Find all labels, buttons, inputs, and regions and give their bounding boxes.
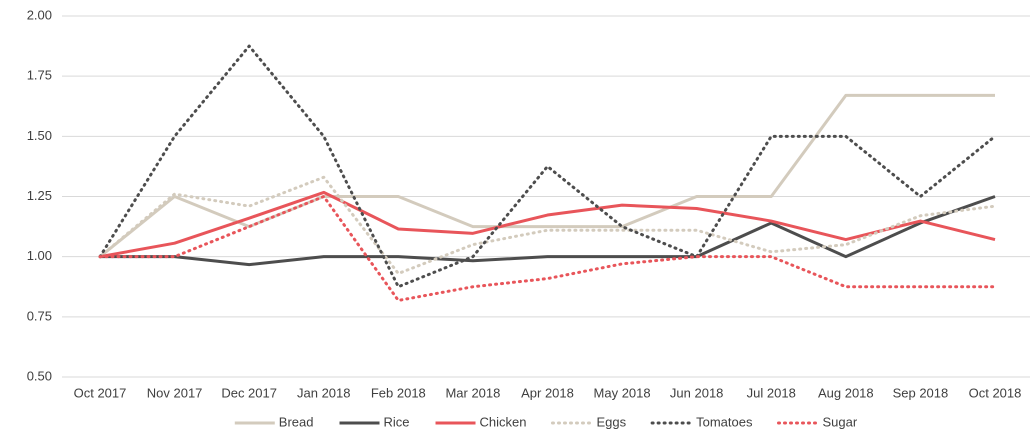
series-line: [98, 44, 997, 289]
x-tick-label: Jul 2018: [747, 385, 796, 400]
legend-label: Bread: [279, 414, 314, 429]
x-tick-label: Feb 2018: [371, 385, 426, 400]
y-tick-label: 0.75: [27, 308, 52, 323]
x-tick-label: Oct 2018: [969, 385, 1022, 400]
legend-label: Eggs: [596, 414, 626, 429]
x-tick-label: Apr 2018: [521, 385, 574, 400]
x-tick-label: Oct 2017: [74, 385, 127, 400]
x-tick-label: May 2018: [594, 385, 651, 400]
y-tick-label: 1.75: [27, 68, 52, 83]
legend-label: Chicken: [480, 414, 527, 429]
y-tick-label: 1.25: [27, 188, 52, 203]
x-tick-label: Jun 2018: [670, 385, 724, 400]
y-tick-label: 0.50: [27, 368, 52, 383]
x-tick-label: Mar 2018: [445, 385, 500, 400]
y-tick-label: 2.00: [27, 7, 52, 22]
series-line: [99, 190, 996, 259]
legend-label: Tomatoes: [696, 414, 753, 429]
series-line: [100, 195, 996, 267]
x-tick-label: Dec 2017: [221, 385, 277, 400]
y-tick-label: 1.50: [27, 128, 52, 143]
x-tick-label: Sep 2018: [893, 385, 949, 400]
legend-label: Sugar: [823, 414, 858, 429]
series-line: [98, 175, 997, 276]
series-line: [98, 195, 997, 302]
y-tick-label: 1.00: [27, 248, 52, 263]
legend-label: Rice: [384, 414, 410, 429]
x-tick-label: Nov 2017: [147, 385, 203, 400]
x-tick-label: Jan 2018: [297, 385, 351, 400]
x-tick-label: Aug 2018: [818, 385, 874, 400]
